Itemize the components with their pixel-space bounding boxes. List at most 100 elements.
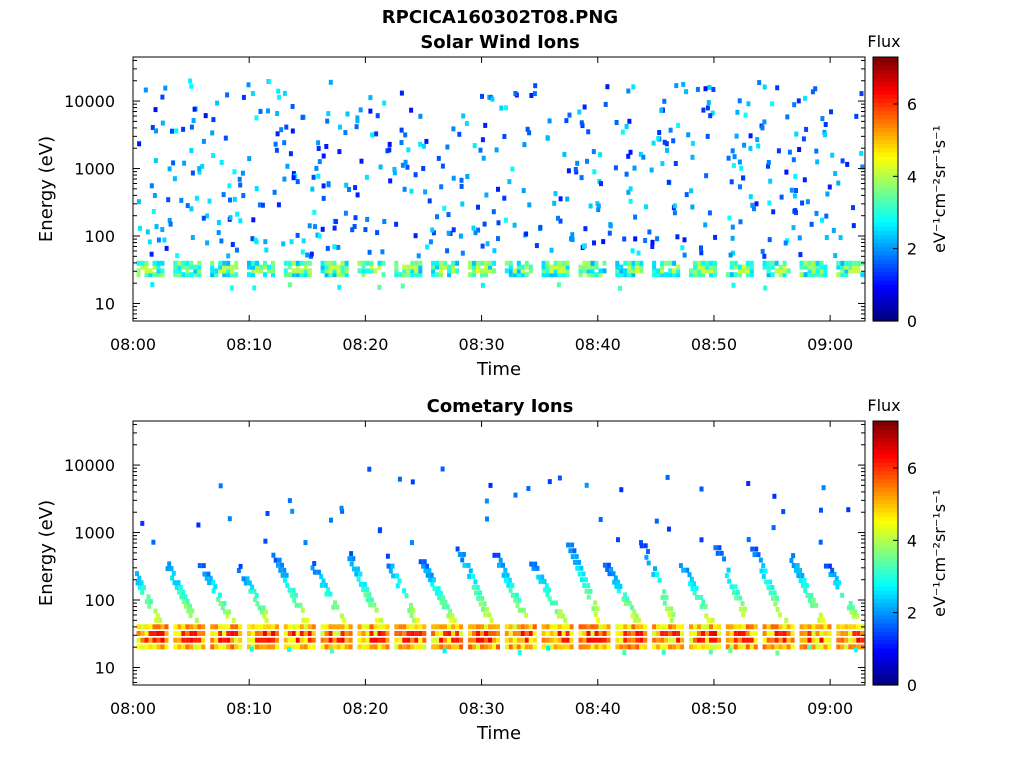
- burst-cell: [488, 260, 492, 266]
- burst-cell: [447, 637, 452, 643]
- burst-cell: [524, 624, 529, 630]
- scatter-cell: [859, 91, 864, 97]
- dispersion-cell: [544, 583, 549, 589]
- low-cell: [728, 648, 733, 653]
- burst-cell: [431, 644, 436, 650]
- dispersion-cell: [506, 582, 511, 588]
- burst-cell: [255, 637, 259, 643]
- scatter-cell: [353, 215, 358, 221]
- burst-cell: [598, 624, 603, 630]
- burst-cell: [406, 637, 411, 643]
- burst-cell: [504, 260, 509, 266]
- scatter-cell: [556, 215, 560, 221]
- burst-cell: [602, 631, 607, 636]
- burst-cell: [332, 268, 337, 274]
- scatter-cell: [282, 176, 287, 182]
- scatter-cell: [752, 206, 756, 212]
- burst-cell: [299, 631, 304, 636]
- burst-cell: [496, 644, 500, 650]
- burst-cell: [435, 624, 440, 630]
- burst-cell: [664, 637, 669, 643]
- burst-cell: [295, 624, 300, 630]
- burst-cell: [238, 637, 243, 643]
- burst-cell: [799, 264, 804, 270]
- dispersion-cell: [407, 608, 412, 613]
- burst-cell: [516, 644, 521, 650]
- burst-cell: [303, 637, 308, 643]
- scatter-cell: [482, 221, 487, 227]
- dispersion-cell: [533, 561, 538, 567]
- burst-cell: [336, 264, 341, 270]
- scatter-cell: [607, 230, 612, 236]
- dispersion-cell: [316, 569, 321, 575]
- scatter-cell: [851, 223, 856, 229]
- burst-cell: [811, 272, 816, 278]
- scatter-cell: [339, 505, 344, 511]
- dispersion-cell: [140, 589, 145, 595]
- scatter-cell: [840, 158, 845, 164]
- burst-cell: [815, 644, 820, 650]
- dispersion-cell: [777, 612, 782, 618]
- scatter-cell: [235, 211, 240, 217]
- burst-cell: [267, 624, 271, 630]
- burst-cell: [484, 264, 488, 270]
- dispersion-cell: [636, 617, 641, 623]
- burst-cell: [836, 631, 841, 636]
- burst-cell: [528, 624, 533, 630]
- dispersion-cell: [768, 590, 773, 596]
- burst-cell: [271, 637, 275, 643]
- burst-cell: [214, 272, 219, 278]
- scatter-cell: [427, 198, 432, 204]
- scatter-cell: [480, 137, 485, 143]
- burst-cell: [733, 631, 738, 636]
- scatter-cell: [513, 91, 518, 96]
- scatter-cell: [295, 232, 300, 238]
- burst-cell: [328, 644, 333, 650]
- colorbar-tick-label: 2: [907, 604, 917, 623]
- scatter-cell: [579, 175, 584, 181]
- scatter-cell: [789, 187, 794, 193]
- dispersion-cell: [428, 577, 432, 583]
- scatter-cell: [662, 98, 667, 104]
- low-cell: [556, 282, 561, 288]
- burst-cell: [152, 644, 157, 650]
- burst-cell: [381, 272, 386, 278]
- burst-cell: [639, 260, 644, 266]
- burst-cell: [385, 631, 390, 636]
- burst-cell: [410, 624, 415, 630]
- dispersion-cell: [618, 583, 623, 589]
- burst-cell: [749, 272, 754, 278]
- burst-cell: [332, 272, 337, 278]
- scatter-cell: [583, 226, 588, 232]
- scatter-cell: [265, 511, 270, 516]
- burst-cell: [701, 631, 705, 636]
- burst-cell: [303, 631, 308, 636]
- dispersion-cell: [252, 588, 257, 594]
- dispersion-cell: [759, 568, 764, 574]
- scatter-cell: [699, 537, 704, 543]
- scatter-cell: [355, 118, 360, 124]
- burst-cell: [185, 631, 190, 636]
- burst-cell: [807, 272, 812, 278]
- scatter-cell: [831, 228, 836, 233]
- burst-cell: [160, 272, 165, 278]
- burst-cell: [520, 637, 525, 643]
- dispersion-cell: [583, 577, 588, 583]
- dispersion-cell: [803, 587, 808, 593]
- dispersion-cell: [547, 596, 552, 602]
- dispersion-cell: [339, 613, 344, 619]
- burst-cell: [672, 637, 677, 643]
- scatter-cell: [628, 186, 633, 192]
- burst-cell: [852, 260, 857, 266]
- scatter-cell: [153, 107, 158, 113]
- dispersion-cell: [727, 578, 732, 584]
- burst-cell: [786, 631, 791, 636]
- dispersion-cell: [190, 608, 195, 614]
- scatter-cell: [358, 107, 363, 113]
- scatter-cell: [584, 482, 589, 488]
- burst-cell: [267, 264, 271, 270]
- scatter-cell: [655, 236, 660, 242]
- burst-cell: [549, 264, 554, 270]
- burst-cell: [402, 264, 407, 270]
- burst-cell: [480, 637, 484, 643]
